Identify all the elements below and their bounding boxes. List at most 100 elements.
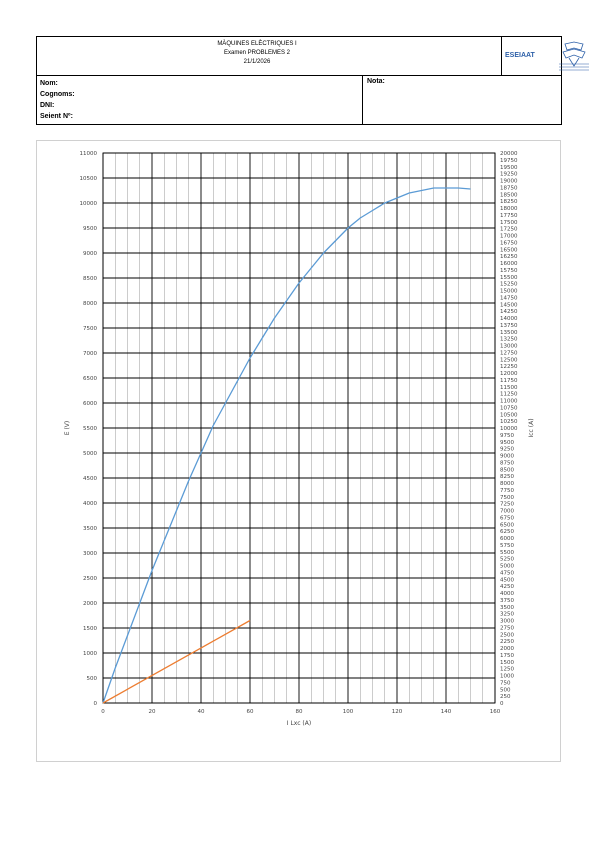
y-right-tick-label: 2000 — [500, 646, 514, 652]
y-right-tick-label: 17500 — [500, 220, 518, 226]
y-right-tick-label: 11000 — [500, 399, 518, 405]
x-tick-label: 140 — [441, 709, 452, 715]
x-tick-label: 100 — [343, 709, 354, 715]
y-right-tick-label: 2250 — [500, 639, 514, 645]
y-right-tick-label: 19250 — [500, 172, 518, 178]
exam-subtitle: Examen PROBLEMES 2 — [223, 50, 291, 56]
y-left-tick-label: 7000 — [83, 351, 97, 357]
y-left-tick-label: 9500 — [83, 226, 97, 232]
y-right-tick-label: 15250 — [500, 282, 518, 288]
y-right-tick-label: 11250 — [500, 392, 518, 398]
plot-area — [102, 152, 496, 704]
y-right-tick-label: 20000 — [500, 151, 518, 157]
y-right-tick-label: 14000 — [500, 316, 518, 322]
y-right-tick-label: 10750 — [500, 405, 518, 411]
y-left-tick-label: 9000 — [83, 251, 97, 257]
y-right-tick-label: 5500 — [500, 550, 514, 556]
y-left-tick-label: 0 — [94, 701, 98, 707]
student-info-block: Nom: Cognoms: DNI: Seient Nº: Nota: — [36, 75, 562, 125]
y-right-tick-label: 4000 — [500, 591, 514, 597]
y-right-tick-label: 6000 — [500, 536, 514, 542]
y-right-tick-label: 1250 — [500, 667, 514, 673]
y-right-tick-label: 19000 — [500, 179, 518, 185]
y-right-tick-label: 12250 — [500, 364, 518, 370]
y-right-tick-label: 12750 — [500, 350, 518, 356]
y-right-tick-label: 4500 — [500, 577, 514, 583]
y-left-tick-label: 2000 — [83, 601, 97, 607]
y-right-tick-label: 3000 — [500, 619, 514, 625]
y-left-tick-label: 500 — [87, 676, 98, 682]
exam-title-block: MÀQUINES ELÈCTRIQUES I Examen PROBLEMES … — [37, 40, 477, 67]
y-left-tick-label: 10000 — [80, 201, 98, 207]
y-right-tick-label: 18250 — [500, 199, 518, 205]
y-right-tick-label: 9500 — [500, 440, 514, 446]
y-right-tick-label: 5250 — [500, 557, 514, 563]
y-right-tick-label: 5000 — [500, 564, 514, 570]
y-right-tick-label: 10000 — [500, 426, 518, 432]
y-left-tick-label: 3000 — [83, 551, 97, 557]
y-right-tick-label: 9250 — [500, 447, 514, 453]
y-left-tick-label: 1500 — [83, 626, 97, 632]
y-left-tick-label: 3500 — [83, 526, 97, 532]
student-fields: Nom: Cognoms: DNI: Seient Nº: — [40, 78, 75, 122]
school-logo-text: ESEIAAT — [505, 52, 535, 59]
y-right-tick-label: 7750 — [500, 488, 514, 494]
y-right-tick-label: 13250 — [500, 337, 518, 343]
x-axis-label: I Lxc (A) — [287, 720, 311, 727]
x-tick-label: 120 — [392, 709, 403, 715]
y-left-tick-label: 8000 — [83, 301, 97, 307]
y-right-tick-label: 17750 — [500, 213, 518, 219]
y-right-tick-label: 1500 — [500, 660, 514, 666]
y-right-tick-label: 7500 — [500, 495, 514, 501]
y-right-tick-label: 4250 — [500, 584, 514, 590]
y-right-tick-label: 7250 — [500, 502, 514, 508]
info-divider — [362, 76, 363, 124]
x-tick-label: 0 — [101, 709, 105, 715]
magnetization-chart: 0 20 40 60 80 100 120 140 160 0 500 1000 1500 2000 250… — [64, 151, 535, 727]
y-right-tick-label: 6500 — [500, 522, 514, 528]
y-right-tick-label: 16750 — [500, 240, 518, 246]
y-right-tick-label: 16500 — [500, 247, 518, 253]
y-right-tick-label: 2750 — [500, 625, 514, 631]
y-right-tick-label: 750 — [500, 680, 511, 686]
y-right-tick-label: 14250 — [500, 309, 518, 315]
nota-label: Nota: — [367, 78, 385, 85]
exam-header: MÀQUINES ELÈCTRIQUES I Examen PROBLEMES … — [36, 36, 589, 76]
y-right-tick-label: 18000 — [500, 206, 518, 212]
y-left-tick-label: 5500 — [83, 426, 97, 432]
y-right-tick-label: 0 — [500, 701, 504, 707]
y-right-tick-label: 10500 — [500, 412, 518, 418]
y-left-tick-label: 5000 — [83, 451, 97, 457]
cognoms-label: Cognoms: — [40, 91, 75, 98]
y-right-tick-label: 250 — [500, 694, 511, 700]
seient-label: Seient Nº: — [40, 113, 73, 120]
y-left-tick-label: 4500 — [83, 476, 97, 482]
y-right-tick-label: 18500 — [500, 192, 518, 198]
y-right-tick-label: 14500 — [500, 302, 518, 308]
y-right-tick-label: 3500 — [500, 605, 514, 611]
y-right-tick-label: 19500 — [500, 165, 518, 171]
y-right-tick-label: 13500 — [500, 330, 518, 336]
y-right-tick-label: 3250 — [500, 612, 514, 618]
x-tick-label: 160 — [490, 709, 501, 715]
y-left-tick-label: 4000 — [83, 501, 97, 507]
y-right-tick-label: 1750 — [500, 653, 514, 659]
y-right-tick-label: 16000 — [500, 261, 518, 267]
y-right-tick-label: 17000 — [500, 234, 518, 240]
eseiaat-logo-icon — [559, 41, 589, 71]
x-tick-label: 20 — [149, 709, 156, 715]
y-right-tick-label: 18750 — [500, 185, 518, 191]
y-right-tick-label: 6750 — [500, 515, 514, 521]
y-right-tick-label: 8500 — [500, 467, 514, 473]
series-line-icc-vs-i — [102, 619, 251, 704]
y-right-tick-label: 6250 — [500, 529, 514, 535]
y-right-tick-label: 14750 — [500, 295, 518, 301]
y-right-tick-label: 1000 — [500, 674, 514, 680]
y-right-tick-label: 16250 — [500, 254, 518, 260]
y-right-tick-label: 17250 — [500, 227, 518, 233]
header-divider — [501, 37, 502, 75]
y-left-tick-label: 2500 — [83, 576, 97, 582]
x-tick-label: 60 — [247, 709, 254, 715]
y-right-tick-label: 13000 — [500, 344, 518, 350]
y-right-tick-label: 3750 — [500, 598, 514, 604]
